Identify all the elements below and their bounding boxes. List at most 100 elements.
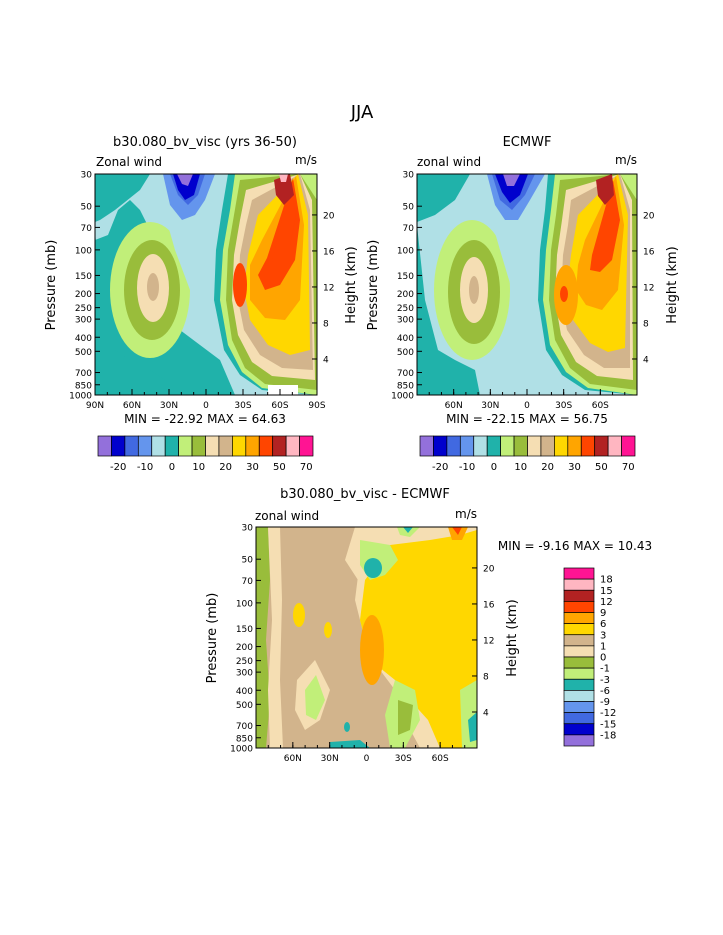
x-tick-label: 60S — [271, 401, 288, 411]
colorbar-swatch — [563, 623, 595, 636]
colorbar-swatch — [137, 435, 153, 457]
colorbar-swatch — [563, 634, 595, 647]
x-tick-label: 30S — [555, 401, 572, 411]
colorbar-label: 6 — [600, 619, 606, 630]
field-label: zonal wind — [417, 155, 481, 169]
colorbar-swatch — [486, 435, 501, 457]
contour-field — [95, 174, 317, 395]
y-tick-label: 200 — [236, 643, 253, 653]
colorbar-swatch — [446, 435, 461, 457]
y-tick-label: 700 — [397, 369, 414, 379]
colorbar-swatch — [111, 435, 126, 457]
contour-field — [256, 527, 477, 748]
y2-axis-label: Height (km) — [665, 246, 680, 323]
y-tick-label: 150 — [397, 272, 414, 282]
colorbar-swatch — [124, 435, 139, 457]
y-tick-label: 850 — [397, 381, 414, 391]
colorbar-swatch — [563, 701, 595, 713]
y2-tick-label: 4 — [323, 355, 329, 365]
y-tick-label: 500 — [236, 701, 253, 711]
colorbar-label: 20 — [541, 462, 554, 473]
y-tick-label: 850 — [75, 381, 92, 391]
colorbar-label: 30 — [568, 462, 581, 473]
panel-diff: b30.080_bv_visc - ECMWF zonal wind m/s — [205, 487, 652, 764]
colorbar-labels: -20 -10 0 10 20 30 50 70 — [110, 462, 313, 473]
colorbar-label: -12 — [600, 708, 616, 719]
field-label: zonal wind — [255, 509, 319, 523]
colorbar-swatch — [513, 435, 528, 457]
y2-tick-label: 8 — [483, 672, 489, 682]
y-axis-label: Pressure (mb) — [205, 593, 220, 684]
y-tick-label: 400 — [75, 334, 92, 344]
colorbar-swatch — [563, 612, 595, 624]
y2-ticks: 20 16 12 8 4 — [472, 564, 495, 718]
x-tick-label: 60N — [445, 401, 463, 411]
colorbar-label: -20 — [110, 462, 126, 473]
y-tick-label: 150 — [75, 272, 92, 282]
stats-text: MIN = -22.15 MAX = 56.75 — [446, 412, 608, 426]
colorbar-label: 0 — [491, 462, 497, 473]
colorbar-label: -6 — [600, 686, 610, 697]
y2-axis-label: Height (km) — [344, 246, 359, 323]
colorbar-label: 0 — [169, 462, 175, 473]
colorbar-label: -18 — [600, 730, 616, 741]
y-tick-label: 1000 — [391, 392, 414, 402]
y-tick-label: 250 — [75, 304, 92, 314]
colorbar-swatch — [554, 435, 569, 457]
panel-title: ECMWF — [503, 135, 552, 150]
colorbar-swatch — [191, 435, 206, 457]
colorbar-swatch — [232, 435, 247, 457]
y-axis-label: Pressure (mb) — [44, 240, 59, 331]
x-tick-label: 30N — [481, 401, 499, 411]
colorbar-label: -1 — [600, 664, 610, 675]
x-tick-label: 30N — [321, 754, 339, 764]
colorbar-swatch — [580, 435, 596, 457]
x-tick-label: 0 — [203, 401, 209, 411]
colorbar-swatch — [218, 435, 233, 457]
panel-title: b30.080_bv_visc (yrs 36-50) — [113, 135, 297, 150]
y-tick-label: 200 — [397, 290, 414, 300]
y2-axis-label: Height (km) — [505, 599, 520, 676]
y-tick-label: 250 — [236, 657, 253, 667]
x-ticks: 60N 30N 0 30S 60S — [416, 389, 638, 411]
colorbar-label: 30 — [246, 462, 259, 473]
colorbar-swatch — [245, 435, 260, 457]
colorbar-swatch — [527, 435, 542, 457]
panel-title: b30.080_bv_visc - ECMWF — [280, 487, 450, 502]
y2-ticks: 20 16 12 8 4 — [632, 211, 655, 365]
page-title: JJA — [350, 102, 374, 123]
colorbar — [97, 435, 314, 457]
x-tick-label: 90N — [86, 401, 104, 411]
colorbar-label: 15 — [600, 586, 613, 597]
colorbar-swatch — [563, 723, 595, 736]
x-tick-label: 90S — [308, 401, 325, 411]
y-tick-label: 30 — [81, 171, 93, 181]
stats-text: MIN = -9.16 MAX = 10.43 — [498, 539, 652, 553]
colorbar-label: -15 — [600, 719, 616, 730]
colorbar-swatch — [563, 667, 595, 680]
colorbar-swatch — [563, 589, 595, 602]
x-tick-label: 60N — [284, 754, 302, 764]
colorbar-label: -10 — [459, 462, 475, 473]
y2-tick-label: 8 — [323, 319, 329, 329]
y-tick-label: 50 — [81, 203, 93, 213]
y2-tick-label: 4 — [643, 355, 649, 365]
colorbar-swatch — [540, 435, 555, 457]
colorbar-label: 10 — [192, 462, 205, 473]
colorbar-swatch — [500, 435, 515, 457]
y-tick-label: 300 — [236, 669, 253, 679]
colorbar-swatch — [473, 435, 488, 457]
colorbar-label: 20 — [219, 462, 232, 473]
colorbar-swatch — [285, 435, 300, 457]
y-tick-label: 70 — [81, 224, 93, 234]
colorbar-label: 1 — [600, 641, 606, 652]
y-tick-label: 700 — [75, 369, 92, 379]
y-tick-label: 100 — [75, 246, 92, 256]
colorbar-swatch — [563, 578, 595, 591]
panel-obs: ECMWF zonal wind m/s — [366, 135, 680, 473]
y-tick-label: 1000 — [69, 392, 92, 402]
colorbar-swatch — [563, 645, 595, 658]
